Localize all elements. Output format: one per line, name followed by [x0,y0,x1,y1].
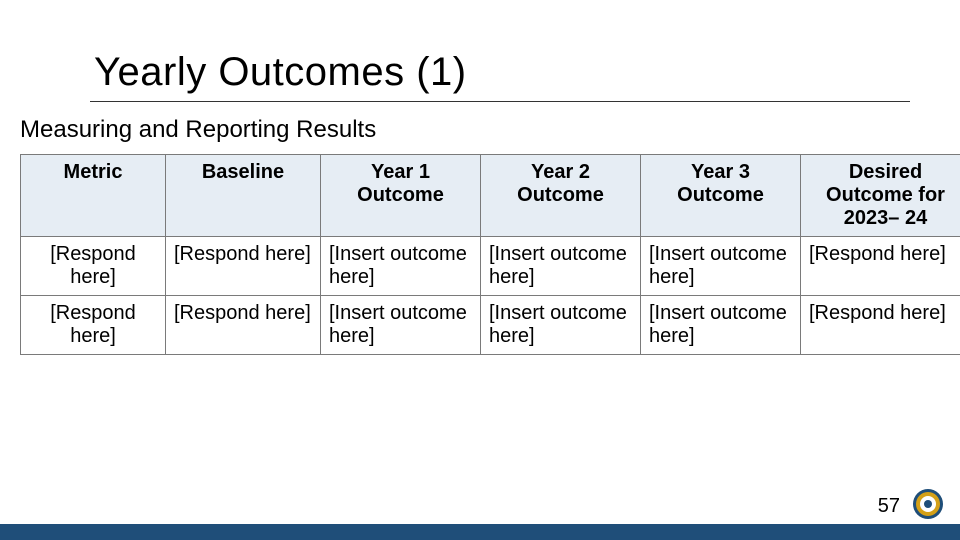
title-rule: Yearly Outcomes (1) [90,50,910,102]
cell-desired: [Respond here] [801,237,960,296]
cell-y1: [Insert outcome here] [321,237,481,296]
col-desired: Desired Outcome for 2023– 24 [801,155,960,237]
col-metric: Metric [21,155,166,237]
table-row: [Respond here] [Respond here] [Insert ou… [21,296,960,355]
cell-metric: [Respond here] [21,237,166,296]
cell-y3: [Insert outcome here] [641,296,801,355]
cell-y3: [Insert outcome here] [641,237,801,296]
cell-desired: [Respond here] [801,296,960,355]
outcomes-table: Metric Baseline Year 1 Outcome Year 2 Ou… [20,154,960,355]
slide: Yearly Outcomes (1) Measuring and Report… [0,0,960,540]
col-baseline: Baseline [166,155,321,237]
table-header-row: Metric Baseline Year 1 Outcome Year 2 Ou… [21,155,960,237]
cell-y2: [Insert outcome here] [481,237,641,296]
col-year3: Year 3 Outcome [641,155,801,237]
cell-y1: [Insert outcome here] [321,296,481,355]
cell-baseline: [Respond here] [166,296,321,355]
subtitle: Measuring and Reporting Results [20,116,940,144]
table-row: [Respond here] [Respond here] [Insert ou… [21,237,960,296]
footer-bar [0,524,960,540]
page-title: Yearly Outcomes (1) [90,50,910,101]
col-year1: Year 1 Outcome [321,155,481,237]
seal-icon [912,488,944,520]
page-number: 57 [878,495,900,518]
cell-y2: [Insert outcome here] [481,296,641,355]
col-year2: Year 2 Outcome [481,155,641,237]
cell-baseline: [Respond here] [166,237,321,296]
cell-metric: [Respond here] [21,296,166,355]
